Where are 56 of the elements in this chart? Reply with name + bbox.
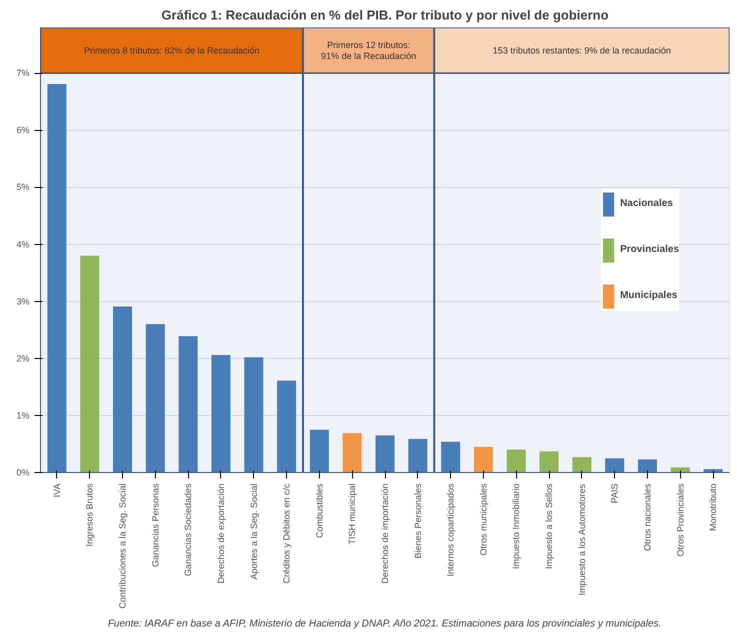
bar (47, 84, 66, 472)
chart-title: Gráfico 1: Recaudación en % del PIB. Por tributo y por nivel de gobierno (161, 8, 609, 22)
legend-label: Nacionales (620, 198, 673, 209)
bar (572, 457, 592, 472)
x-tick-label: Impuesto Inmobiliario (511, 483, 522, 570)
x-tick-label: TISH municipal (347, 483, 358, 545)
bar (441, 442, 460, 472)
x-tick-label: Derechos de importación (380, 483, 390, 584)
x-tick-label: Ingresos Brutos (84, 483, 95, 547)
bar (474, 446, 493, 472)
bar (146, 324, 165, 472)
x-tick-label: Contribuciones a la Seg. Social (118, 483, 128, 609)
y-tick-label: 4% (16, 239, 30, 250)
x-tick-label: Monotributo (708, 483, 718, 532)
band-label: Primeros 12 tributos: 91% de la Recaudación (321, 40, 416, 61)
x-tick-label: Derechos de exportación (216, 483, 226, 584)
x-tick-label: Impuesto a los Sellos (544, 483, 554, 570)
x-tick-label: Bienes Personales (412, 483, 423, 559)
x-tick-label: Ganancias Personas (150, 483, 160, 568)
bar (408, 438, 428, 472)
bar (310, 430, 329, 472)
x-tick-label: PAIS (610, 484, 620, 504)
y-tick-label: 1% (16, 410, 30, 420)
bar (113, 306, 132, 472)
x-tick-label: Otros nacionales (642, 483, 652, 552)
bar (605, 458, 624, 472)
bar (178, 336, 198, 472)
y-tick-label: 3% (16, 296, 30, 306)
bar (506, 450, 526, 472)
y-tick-label: 5% (16, 182, 30, 192)
bar (540, 451, 559, 472)
x-tick-label: Impuesto a los Automotores (576, 483, 587, 596)
legend-label: Provinciales (620, 244, 679, 255)
x-tick-label: Otros municipales (478, 483, 488, 556)
x-tick-label: Otros Provinciales (675, 483, 686, 557)
bar (80, 256, 100, 472)
x-tick-label: Ganancias Sociedades (183, 483, 194, 576)
x-tick-label: Combustibles (314, 483, 324, 538)
x-tick-label: Internos coparticipados (446, 483, 456, 577)
band-label: 153 tributos restantes: 9% de la recaudación (492, 45, 671, 56)
bar (638, 459, 657, 472)
band-label: Primeros 8 tributos: 82% de la Recaudación (84, 45, 260, 56)
bar (277, 380, 296, 472)
y-tick-label: 7% (16, 68, 30, 78)
y-tick-label: 6% (16, 125, 30, 136)
y-tick-label: 2% (16, 353, 30, 364)
x-tick-label: IVA (52, 483, 62, 498)
x-tick-label: Aportes a la Seg. Social (248, 483, 259, 580)
y-tick-label: 0% (16, 468, 30, 478)
bar (244, 357, 264, 472)
legend-label: Municipales (620, 290, 678, 301)
bar (375, 435, 395, 472)
x-tick-label: Créditos y Débitos en c/c (282, 483, 292, 584)
bar (211, 354, 230, 472)
source-note: Fuente: IARAF en base a AFIP, Ministerio de Hacienda y DNAP. Año 2021. Estimaciones para los provinciales y municipales. (108, 618, 662, 630)
bar (342, 433, 362, 472)
